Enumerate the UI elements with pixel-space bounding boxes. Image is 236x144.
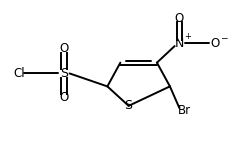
- Text: N: N: [175, 37, 184, 50]
- Text: O: O: [59, 91, 68, 104]
- Text: O: O: [210, 37, 219, 50]
- Text: Br: Br: [177, 104, 191, 117]
- Text: +: +: [184, 32, 191, 41]
- Text: S: S: [125, 99, 133, 112]
- Text: −: −: [220, 33, 228, 42]
- Text: O: O: [175, 12, 184, 25]
- Text: S: S: [60, 67, 68, 80]
- Text: O: O: [59, 42, 68, 55]
- Text: Cl: Cl: [13, 67, 25, 80]
